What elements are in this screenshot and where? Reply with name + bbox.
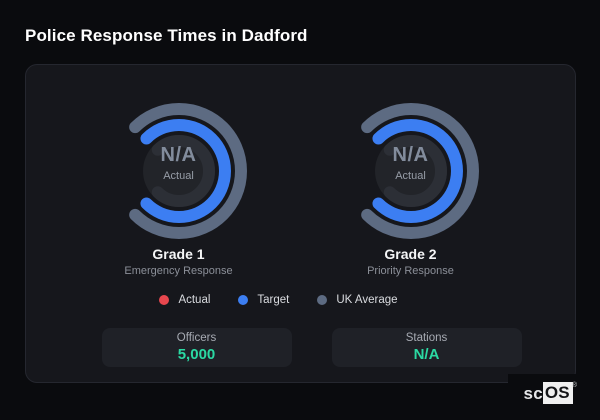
brand-prefix: sc: [523, 383, 543, 403]
stat-value: 5,000: [177, 346, 216, 363]
stat-box-officers: Officers 5,000: [101, 328, 292, 367]
stat-label: Stations: [405, 332, 448, 344]
uk-average-ring-arc: [360, 103, 479, 239]
legend-label: Actual: [178, 294, 211, 306]
grade-2-sublabel: Priority Response: [367, 265, 454, 277]
brand-suffix: OS: [542, 382, 573, 404]
stats-row: Officers 5,000 Stations N/A: [37, 328, 586, 367]
grade-1-label: Grade 1: [152, 246, 205, 262]
chart-legend: Actual Target UK Average: [4, 294, 553, 306]
actual-ring-track: [151, 135, 215, 207]
legend-label: UK Average: [336, 294, 398, 306]
page-title: Police Response Times in Dadford: [25, 26, 308, 45]
target-ring-arc: [139, 119, 231, 223]
gauge-grade-2: N/A Actual Grade 2 Priority Response: [295, 101, 527, 277]
response-times-card: N/A Actual Grade 1 Emergency Response N/…: [25, 64, 576, 383]
legend-label: Target: [257, 294, 290, 306]
actual-legend-dot-icon: [159, 295, 170, 305]
legend-item-uk-average[interactable]: UK Average: [317, 294, 398, 306]
target-legend-dot-icon: [238, 295, 249, 305]
stat-box-stations: Stations N/A: [331, 328, 522, 367]
legend-item-actual[interactable]: Actual: [159, 294, 210, 306]
gauge-grade-1: N/A Actual Grade 1 Emergency Response: [63, 101, 295, 277]
grade-1-sublabel: Emergency Response: [124, 265, 233, 277]
legend-item-target[interactable]: Target: [238, 294, 289, 306]
scos-brand-logo[interactable]: sc OS ®: [507, 374, 586, 407]
target-ring-arc: [371, 119, 463, 223]
gauges-row: N/A Actual Grade 1 Emergency Response N/…: [20, 101, 569, 277]
stat-label: Officers: [176, 332, 217, 344]
actual-ring-track: [383, 135, 447, 207]
gauge-grade-2-svg: [360, 103, 479, 239]
gauge-grade-1-chart: N/A Actual: [109, 101, 249, 241]
gauge-grade-2-chart: N/A Actual: [341, 101, 481, 241]
registered-trademark-icon: ®: [571, 381, 577, 389]
gauge-grade-1-svg: [128, 103, 247, 239]
stat-value: N/A: [413, 346, 440, 363]
grade-2-label: Grade 2: [384, 246, 437, 262]
uk-average-legend-dot-icon: [317, 295, 328, 305]
uk-average-ring-arc: [128, 103, 247, 239]
